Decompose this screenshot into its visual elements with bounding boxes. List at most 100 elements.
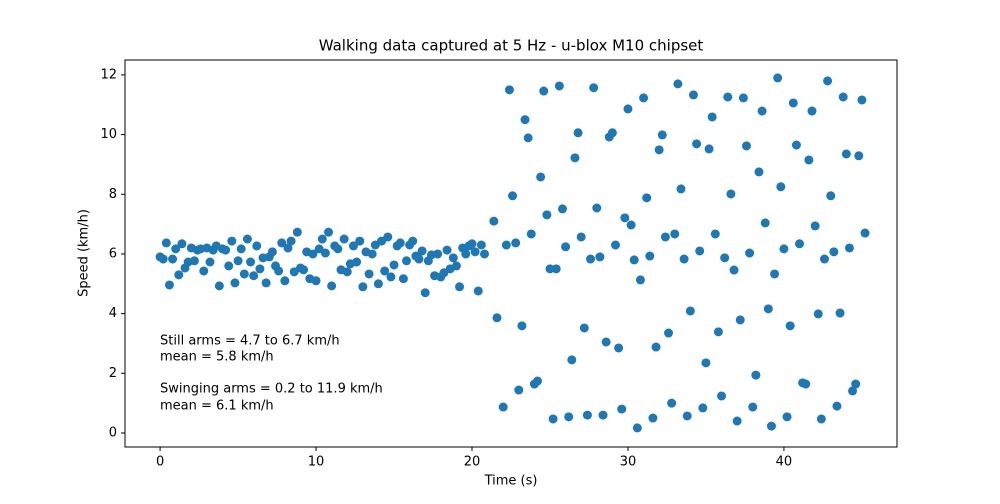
point	[386, 272, 396, 282]
point	[542, 210, 552, 220]
point	[601, 337, 611, 347]
point	[473, 286, 483, 296]
point	[807, 106, 817, 116]
point	[713, 327, 723, 337]
y-tick-label: 8	[109, 187, 117, 202]
point	[582, 410, 592, 420]
point	[280, 276, 290, 286]
point	[205, 257, 215, 267]
point	[819, 254, 829, 264]
point	[682, 411, 692, 421]
point	[848, 386, 858, 396]
point	[221, 245, 231, 255]
point	[667, 398, 677, 408]
x-tick-label: 0	[156, 455, 164, 470]
point	[639, 93, 649, 103]
point	[607, 128, 617, 138]
point	[592, 203, 602, 213]
annotation: mean = 5.8 km/h	[160, 350, 274, 365]
point	[614, 343, 624, 353]
point	[598, 410, 608, 420]
point	[545, 264, 555, 274]
point	[308, 249, 318, 259]
point	[551, 264, 561, 274]
point	[498, 402, 508, 412]
point	[832, 401, 842, 411]
point	[492, 313, 502, 323]
point	[230, 278, 240, 288]
point	[242, 234, 252, 244]
point	[511, 238, 521, 248]
point	[364, 269, 374, 279]
point	[648, 413, 658, 423]
point	[804, 155, 814, 165]
point	[395, 238, 405, 248]
y-axis-label: Speed (km/h)	[77, 209, 92, 297]
point	[751, 370, 761, 380]
point	[573, 128, 583, 138]
point	[199, 266, 209, 276]
point	[517, 321, 527, 331]
point	[617, 404, 627, 414]
point	[710, 229, 720, 239]
point	[670, 229, 680, 239]
point	[239, 269, 249, 279]
point	[570, 153, 580, 163]
point	[317, 234, 327, 244]
y-tick-label: 6	[109, 246, 117, 261]
point	[735, 315, 745, 325]
point	[554, 81, 564, 91]
point	[299, 265, 309, 275]
point	[586, 254, 596, 264]
point	[526, 229, 536, 239]
point	[352, 257, 362, 267]
point	[829, 247, 839, 257]
point	[501, 240, 511, 250]
point	[252, 241, 262, 251]
y-tick-label: 12	[100, 67, 117, 82]
point	[504, 85, 514, 95]
point	[520, 115, 530, 125]
point	[358, 282, 368, 292]
point	[479, 249, 489, 259]
x-tick-label: 10	[308, 455, 325, 470]
point	[766, 421, 776, 431]
point	[277, 238, 287, 248]
y-tick-label: 4	[109, 306, 117, 321]
point	[685, 306, 695, 316]
point	[461, 249, 471, 259]
point	[327, 281, 337, 291]
point	[770, 269, 780, 279]
point	[726, 189, 736, 199]
annotation: mean = 6.1 km/h	[160, 399, 274, 414]
point	[664, 328, 674, 338]
point	[448, 253, 458, 263]
point	[660, 232, 670, 242]
point	[673, 79, 683, 89]
annotation: Still arms = 4.7 to 6.7 km/h	[160, 334, 340, 349]
point	[171, 244, 181, 254]
point	[380, 266, 390, 276]
point	[857, 95, 867, 105]
point	[801, 379, 811, 389]
point	[795, 239, 805, 249]
point	[292, 227, 302, 237]
point	[467, 239, 477, 249]
point	[595, 252, 605, 262]
point	[536, 172, 546, 182]
point	[838, 92, 848, 102]
point	[455, 282, 465, 292]
point	[589, 83, 599, 93]
point	[389, 260, 399, 270]
point	[255, 264, 265, 274]
point	[342, 267, 352, 277]
point	[189, 256, 199, 266]
point	[476, 240, 486, 250]
point	[642, 193, 652, 203]
point	[695, 246, 705, 256]
point	[402, 256, 412, 266]
point	[851, 379, 861, 389]
point	[367, 249, 377, 259]
point	[227, 236, 237, 246]
point	[249, 271, 259, 281]
